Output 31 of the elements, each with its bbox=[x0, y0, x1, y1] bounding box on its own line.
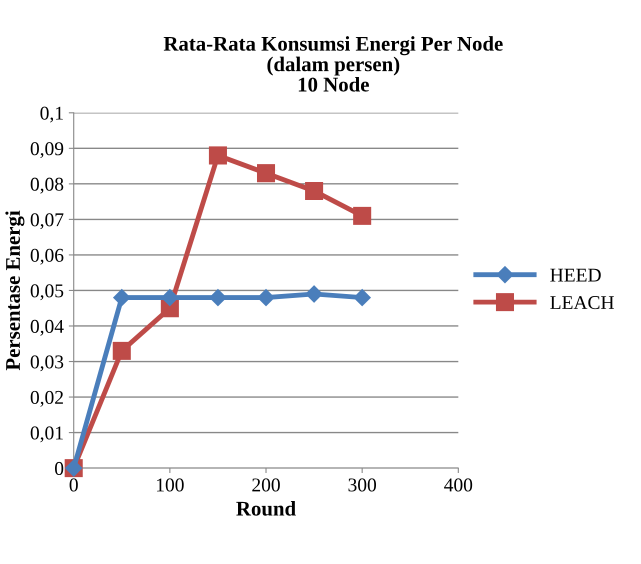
point bbox=[113, 289, 130, 306]
x-axis-title: Round bbox=[236, 501, 296, 516]
x-tick-label: 300 bbox=[348, 478, 376, 492]
y-tick-label: 0,05 bbox=[30, 284, 64, 300]
y-tick-label: 0,1 bbox=[40, 106, 63, 123]
point bbox=[161, 289, 178, 306]
point bbox=[353, 206, 372, 225]
point bbox=[112, 342, 131, 360]
y-tick-label: 0,07 bbox=[30, 213, 64, 230]
legend-label: LEACH bbox=[550, 296, 614, 310]
y-tick-label: 0,01 bbox=[30, 426, 63, 442]
y-tick-label: 0,08 bbox=[30, 178, 64, 194]
y-tick-label: 0,03 bbox=[30, 355, 64, 372]
x-tick-label: 100 bbox=[156, 478, 184, 492]
x-tick-label: 0 bbox=[70, 478, 78, 492]
chart-title: Rata-Rata Konsumsi Energi Per Node (dalam persen) 10 Node bbox=[164, 36, 503, 92]
y-axis-title: Persentase Energi bbox=[5, 210, 24, 370]
point bbox=[306, 285, 323, 303]
x-tick-label: 200 bbox=[252, 478, 280, 492]
point bbox=[305, 182, 324, 200]
y-tick-label: 0 bbox=[55, 462, 64, 476]
y-tick-label: 0,09 bbox=[30, 142, 64, 158]
y-tick-label: 0,02 bbox=[30, 390, 63, 407]
point bbox=[208, 146, 227, 164]
point bbox=[256, 164, 276, 182]
x-tick-label: 400 bbox=[444, 478, 472, 492]
legend-label: HEED bbox=[550, 268, 601, 282]
y-tick-label: 0,04 bbox=[30, 320, 64, 336]
point bbox=[209, 289, 226, 306]
y-tick-label: 0,06 bbox=[30, 248, 64, 265]
point bbox=[354, 289, 371, 306]
